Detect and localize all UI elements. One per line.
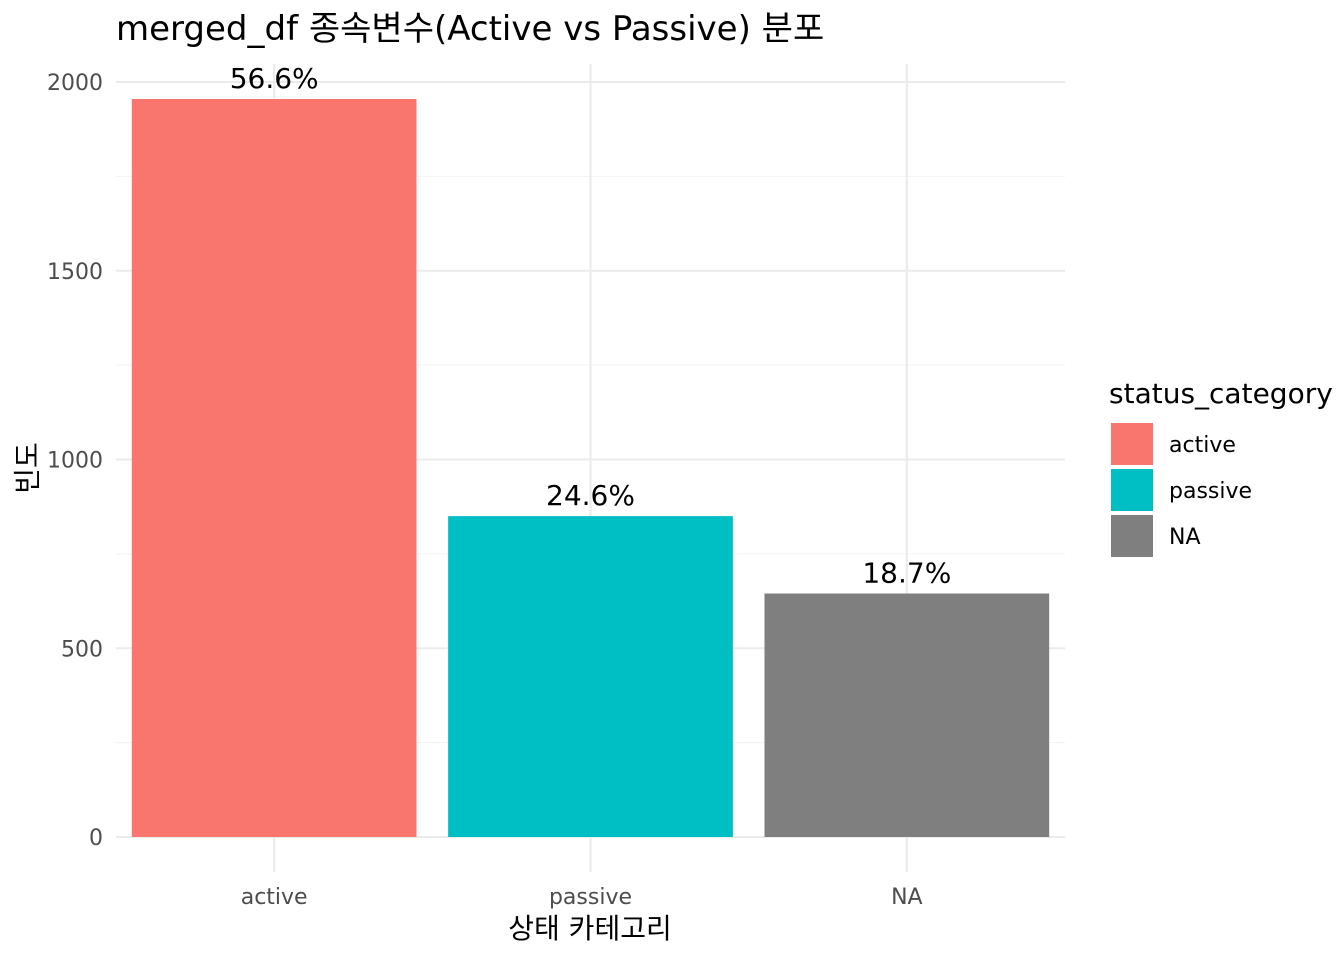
chart-title: merged_df 종속변수(Active vs Passive) 분포 [116, 9, 824, 49]
x-tick-label: passive [549, 885, 632, 910]
y-tick-label: 1500 [47, 260, 103, 285]
legend-swatch-passive [1111, 469, 1153, 511]
legend-label-passive: passive [1169, 479, 1252, 504]
bars [131, 98, 1050, 838]
y-tick-label: 1000 [47, 449, 103, 474]
legend-swatch-active [1111, 423, 1153, 465]
bar-labels: 56.6% 24.6% 18.7% [230, 62, 952, 590]
legend-title: status_category [1109, 377, 1333, 410]
y-tick-label: 0 [89, 826, 103, 851]
x-axis-ticks: active passive NA [241, 885, 923, 910]
legend-label-active: active [1169, 433, 1236, 458]
bar-label-NA: 18.7% [862, 557, 951, 590]
legend-label-NA: NA [1169, 525, 1201, 550]
y-tick-label: 500 [61, 637, 103, 662]
bar-passive [448, 516, 733, 837]
x-axis-title: 상태 카테고리 [508, 912, 671, 945]
legend-swatch-NA [1111, 515, 1153, 557]
x-tick-label: active [241, 885, 308, 910]
bar-NA [764, 593, 1050, 837]
y-axis-ticks: 0 500 1000 1500 2000 [47, 71, 103, 851]
bar-active [131, 98, 417, 838]
y-tick-label: 2000 [47, 71, 103, 96]
legend: status_category active passive NA [1109, 377, 1333, 557]
legend-items: active passive NA [1111, 423, 1252, 557]
bar-label-active: 56.6% [230, 62, 319, 95]
y-axis-title: 빈도 [11, 442, 44, 494]
x-tick-label: NA [891, 885, 923, 910]
bar-label-passive: 24.6% [546, 479, 635, 512]
